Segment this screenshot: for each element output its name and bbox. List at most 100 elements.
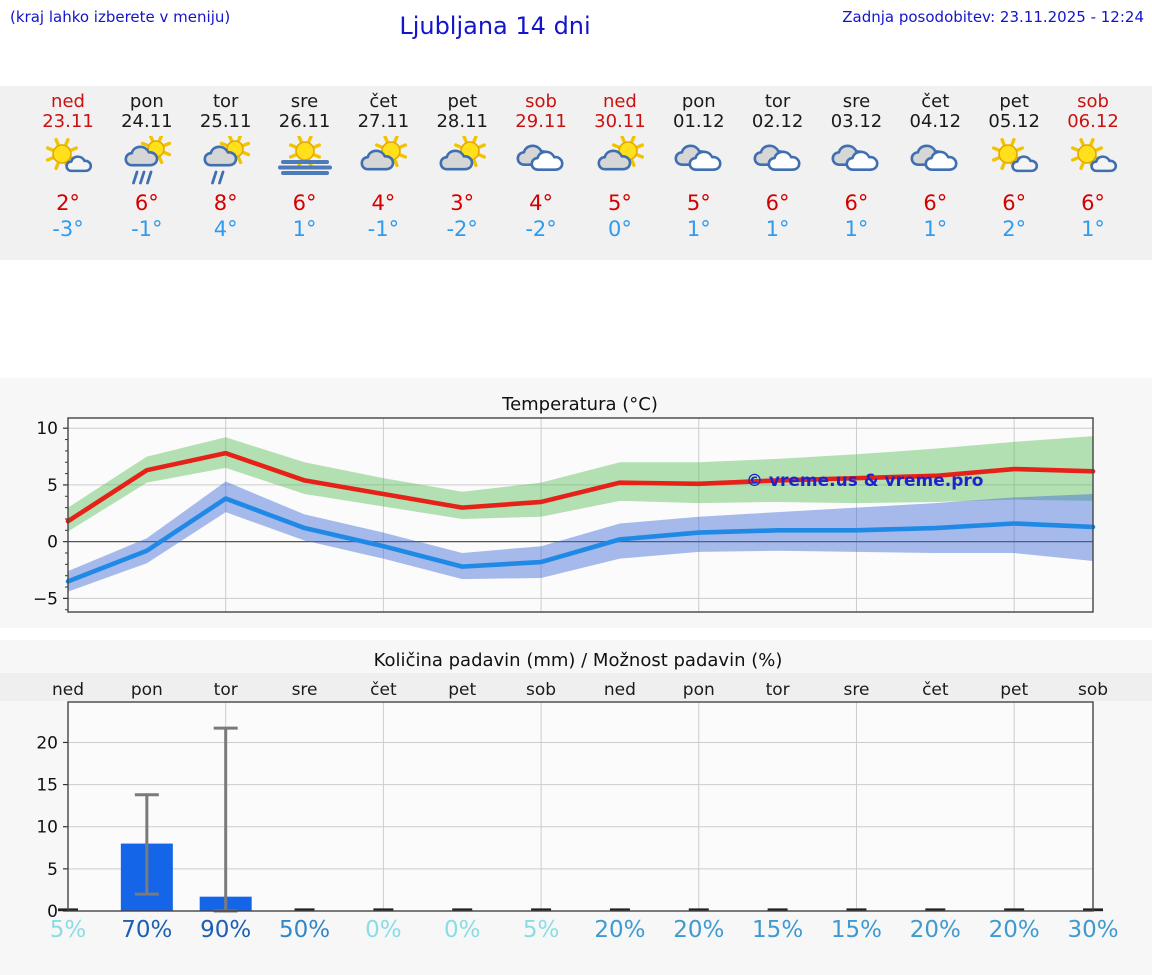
forecast-day-05.12: pet 05.12 6° 2°: [974, 86, 1054, 242]
zero-mark: [846, 908, 867, 912]
sun-ray: [454, 143, 463, 149]
weather-icon-svg: [597, 134, 644, 171]
zero-mark: [609, 908, 630, 912]
sun-ray: [162, 141, 171, 148]
y-tick-label: 5: [47, 860, 58, 880]
cloud-shape: [845, 150, 879, 172]
sun-ray: [393, 159, 400, 168]
weather-icon: [738, 136, 818, 188]
probability-label: 15%: [752, 917, 803, 943]
probability-label: 50%: [279, 917, 330, 943]
day-date: 06.12: [1067, 111, 1119, 132]
probability-label: 15%: [831, 917, 882, 943]
weather-icon-svg: [277, 134, 332, 175]
sun-ray: [383, 134, 390, 143]
day-name: tor: [212, 91, 239, 112]
probability-label: 0%: [365, 917, 402, 943]
sun-ray: [64, 137, 70, 146]
day-date: 30.11: [594, 111, 646, 132]
sun-ray: [1016, 146, 1025, 152]
weather-icon-partly1: [1070, 137, 1118, 173]
low-temp: -2°: [446, 217, 478, 241]
cloud-shape: [767, 150, 801, 172]
high-temp: 3°: [450, 191, 475, 215]
plot-border: [67, 701, 1094, 912]
column-day-label: sre: [843, 680, 869, 700]
y-tick-label: 10: [36, 818, 58, 838]
column-day-label: ned: [604, 680, 636, 700]
weather-icon: [422, 134, 502, 188]
weather-icon-svg: [124, 133, 171, 185]
column-day-label: pon: [131, 680, 163, 700]
temperature-chart: Temperatura (°C) −5 0 5 10 © vreme.us & vreme…: [0, 378, 1152, 628]
probability-label: 5%: [50, 917, 87, 943]
day-date: 23.11: [42, 111, 94, 132]
sun-ray: [375, 143, 384, 149]
zero-mark: [531, 908, 552, 912]
precipitation-chart: Količina padavin (mm) / Možnost padavin …: [0, 640, 1152, 975]
sun-ray: [236, 156, 242, 165]
day-date: 02.12: [751, 111, 804, 132]
sun-ray: [157, 133, 164, 142]
sun-ray: [462, 134, 468, 143]
column-day-label: pon: [683, 680, 715, 700]
y-tick-label: 20: [36, 733, 58, 753]
cloud-shape: [1011, 155, 1039, 173]
sun-ray: [635, 143, 644, 149]
high-temp: 6°: [1081, 191, 1105, 215]
chart-title: Količina padavin (mm) / Možnost padavin …: [374, 650, 783, 671]
day-name: ned: [51, 91, 85, 112]
day-name: čet: [369, 91, 398, 112]
sun-ray: [472, 159, 478, 168]
day-name: ned: [602, 91, 637, 112]
low-temp: 0°: [607, 217, 632, 241]
sun-ray: [45, 146, 54, 152]
probability-label: 20%: [673, 917, 724, 943]
sun-ray: [288, 153, 297, 159]
sun-ray: [399, 153, 408, 159]
plot-bg: [68, 418, 1093, 612]
probability-label: 70%: [121, 917, 172, 943]
weather-icon-partly1: [45, 137, 93, 173]
cloud-shape: [203, 145, 237, 167]
day-label-band: [0, 673, 1152, 701]
low-temp: -3°: [52, 217, 84, 241]
min-temp-line: [65, 496, 1096, 584]
sun-ray: [630, 159, 636, 168]
high-temp: 6°: [923, 191, 948, 215]
day-date: 27.11: [357, 111, 410, 132]
cloud-shape: [597, 149, 632, 171]
weather-icon-svg: [203, 133, 250, 185]
weather-icon-cloudy: [831, 144, 879, 172]
weather-icon: [501, 136, 581, 188]
sun-ray: [140, 141, 149, 148]
page-title: Ljubljana 14 dni: [399, 12, 591, 40]
day-name: sob: [1077, 91, 1109, 112]
day-name: sre: [842, 91, 871, 112]
max-temp-band: [68, 436, 1093, 532]
column-day-label: tor: [766, 680, 790, 700]
sun-ray: [296, 134, 303, 143]
sun-ray: [478, 143, 487, 149]
sun-ray: [312, 143, 321, 149]
day-name: čet: [921, 91, 950, 112]
column-day-label: pet: [448, 680, 476, 700]
weather-icon-svg: [516, 144, 564, 172]
sun-ray: [1089, 137, 1095, 146]
forecast-day-24.11: pon 24.11 6° -1°: [107, 86, 187, 242]
zero-mark: [294, 908, 315, 912]
high-temp: 4°: [529, 191, 553, 215]
precipitation-figure: Količina padavin (mm) / Možnost padavin …: [0, 640, 1152, 975]
y-tick-label: 5: [47, 476, 58, 496]
cloud-shape: [360, 149, 395, 171]
zero-mark: [688, 908, 709, 912]
max-temp-line: [65, 450, 1096, 524]
forecast-day-06.12: sob 06.12 6° 1°: [1053, 86, 1133, 242]
cloud-shape: [65, 155, 93, 173]
min-temp-band: [68, 481, 1093, 592]
sun-ray: [241, 150, 250, 157]
forecast-strip: ned 23.11 2° -3° pon 24.11 6° -1° tor 25.11 8° 4° sr…: [0, 86, 1152, 260]
low-temp: -2°: [525, 217, 557, 241]
sun-ray: [1010, 137, 1016, 146]
sun-ray: [478, 153, 487, 159]
